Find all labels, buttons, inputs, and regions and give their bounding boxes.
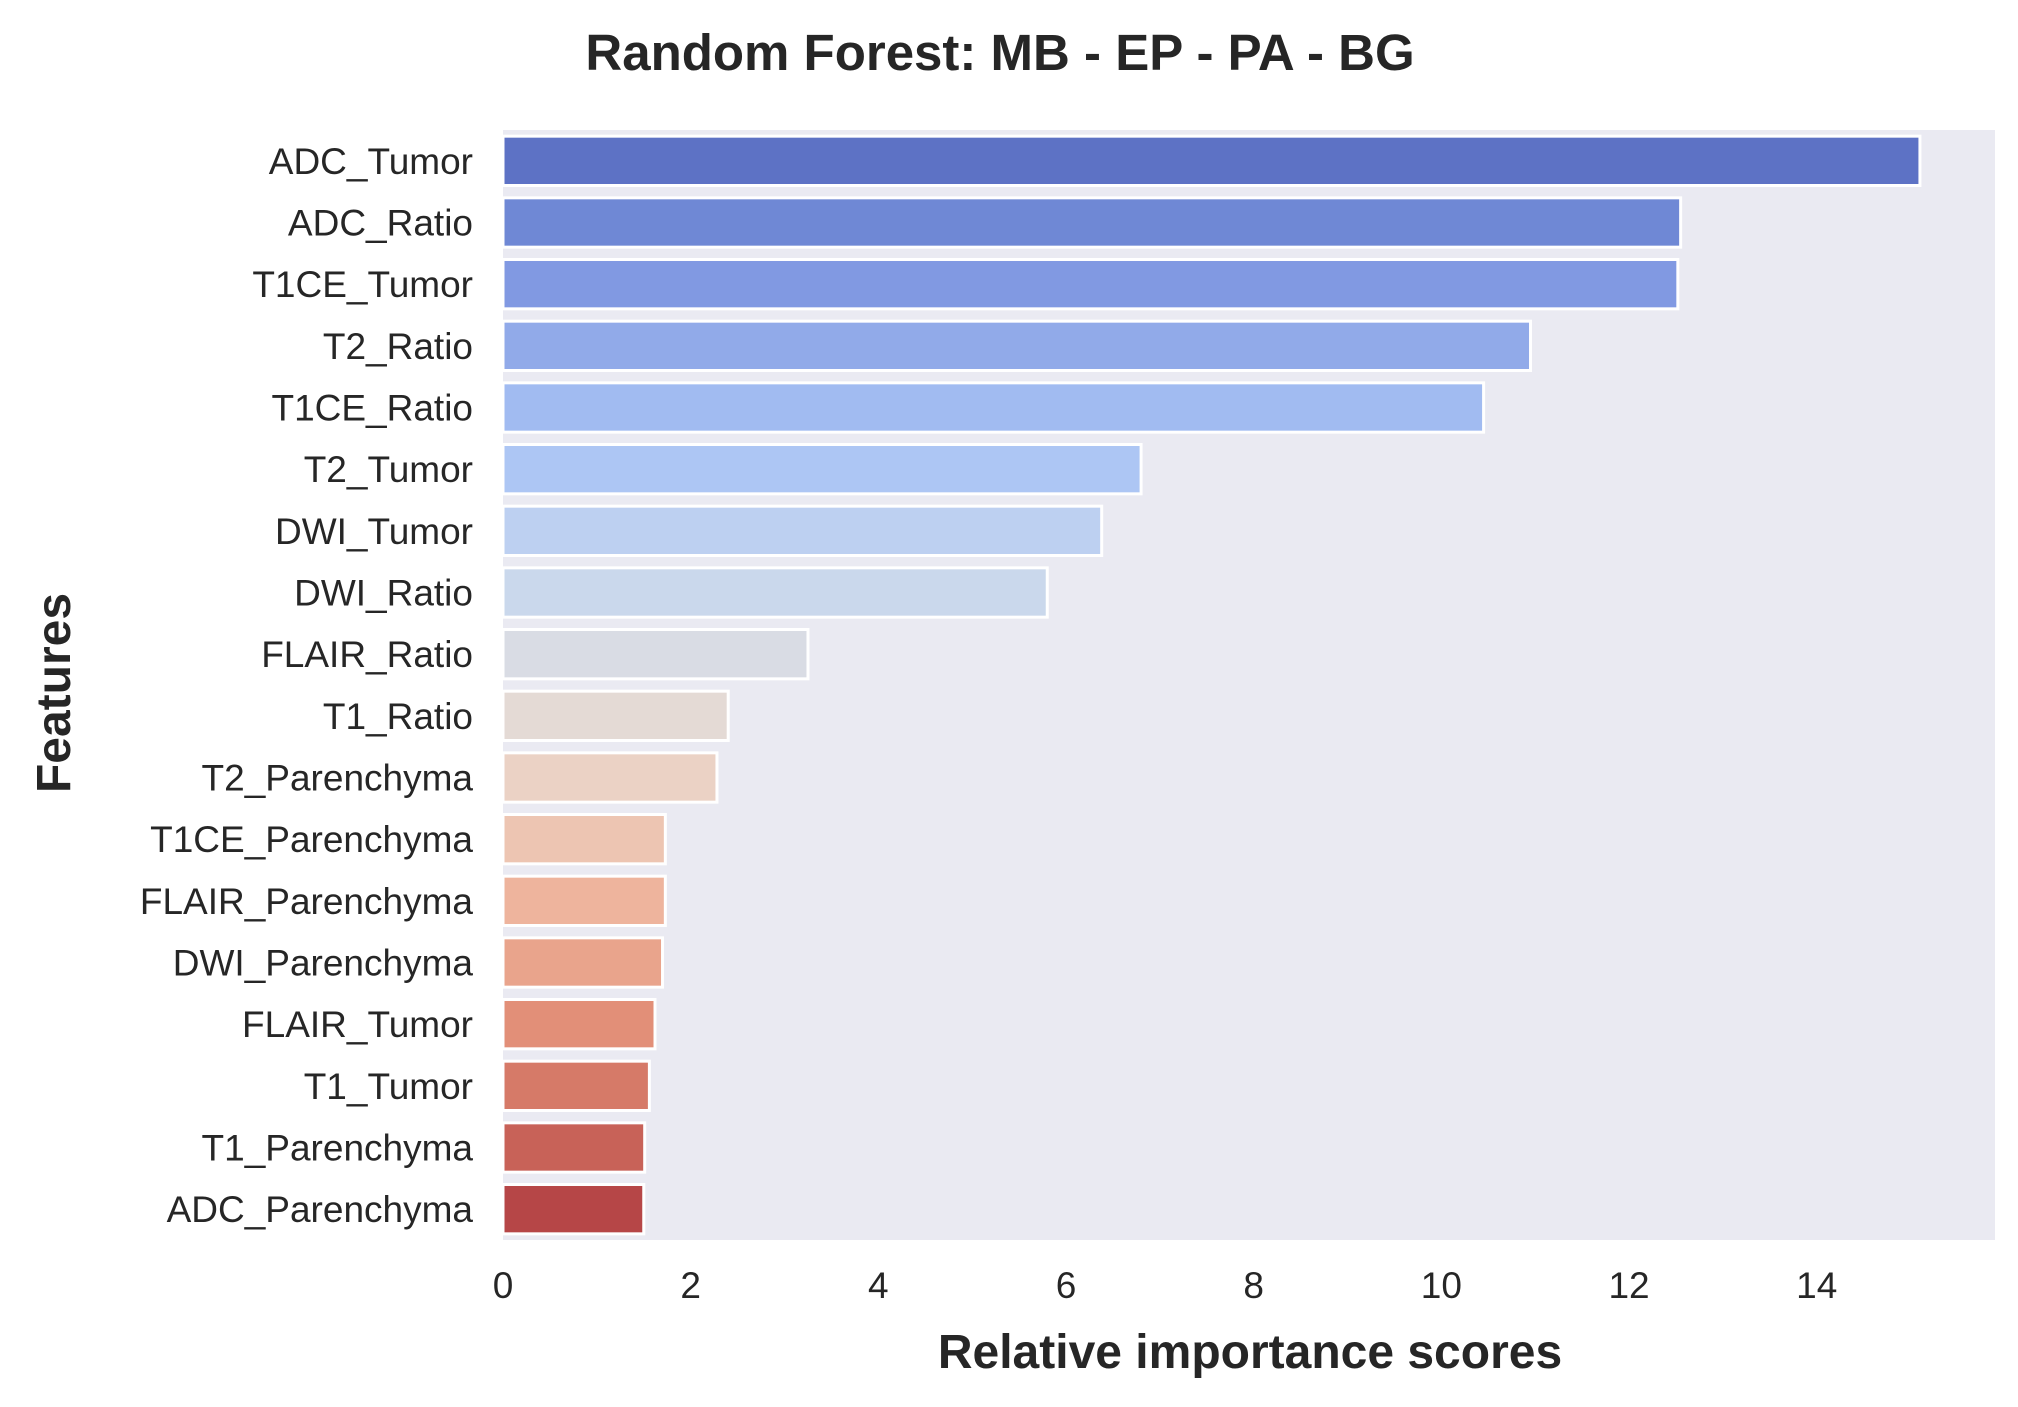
y-tick-label: T1_Ratio	[323, 696, 473, 737]
y-tick-label: T1CE_Parenchyma	[150, 819, 473, 860]
bar-t1ce-tumor	[501, 258, 1680, 311]
bar-dwi-ratio	[501, 566, 1049, 619]
bar-dwi-parenchyma	[501, 936, 665, 989]
bar-t2-parenchyma	[501, 751, 719, 804]
bar-t1-parenchyma	[501, 1121, 647, 1174]
y-axis-title: Features	[28, 593, 81, 793]
y-tick-label: T2_Tumor	[304, 449, 473, 490]
y-tick-label: T2_Parenchyma	[202, 758, 474, 799]
x-tick-label: 4	[868, 1265, 889, 1306]
bar-adc-ratio	[501, 196, 1683, 249]
y-tick-label: DWI_Tumor	[275, 511, 473, 552]
bar-flair-ratio	[501, 628, 810, 681]
plot-area-background	[503, 130, 1995, 1240]
bar-flair-parenchyma	[501, 874, 667, 928]
y-tick-label: T1_Parenchyma	[202, 1128, 474, 1169]
y-tick-label: FLAIR_Ratio	[261, 634, 473, 675]
y-tick-label: T1_Tumor	[304, 1066, 473, 1107]
bar-t1-ratio	[501, 689, 730, 743]
x-tick-label: 2	[680, 1265, 701, 1306]
y-tick-label: ADC_Tumor	[269, 141, 473, 182]
y-tick-label: ADC_Ratio	[288, 203, 473, 244]
x-tick-label: 12	[1608, 1265, 1649, 1306]
x-tick-label: 8	[1243, 1265, 1264, 1306]
y-tick-label: FLAIR_Tumor	[242, 1004, 473, 1045]
bar-adc-parenchyma	[501, 1183, 646, 1236]
bar-t2-ratio	[501, 319, 1533, 372]
bar-t1ce-parenchyma	[501, 813, 667, 866]
y-tick-label: T1CE_Ratio	[271, 388, 473, 429]
y-tick-labels: ADC_Tumor ADC_Ratio T1CE_Tumor T2_Ratio T1CE…	[140, 141, 474, 1230]
x-axis-title: Relative importance scores	[938, 1326, 1562, 1379]
bar-dwi-tumor	[501, 504, 1104, 557]
bar-t1-tumor	[501, 1059, 651, 1112]
y-tick-label: DWI_Ratio	[294, 573, 473, 614]
y-tick-label: DWI_Parenchyma	[173, 943, 474, 984]
x-tick-labels: 0 2 4 6 8 10 12 14	[493, 1265, 1838, 1306]
y-tick-label: FLAIR_Parenchyma	[140, 881, 474, 922]
y-tick-label: T1CE_Tumor	[252, 264, 473, 305]
y-tick-label: ADC_Parenchyma	[167, 1189, 474, 1230]
bar-t2-tumor	[501, 443, 1143, 496]
y-tick-label: T2_Ratio	[323, 326, 473, 367]
bar-flair-tumor	[501, 998, 657, 1051]
bar-adc-tumor	[501, 134, 1922, 188]
x-tick-label: 6	[1056, 1265, 1077, 1306]
x-tick-label: 14	[1796, 1265, 1837, 1306]
bars-layer	[501, 134, 1922, 1236]
x-tick-label: 10	[1421, 1265, 1462, 1306]
bar-t1ce-ratio	[501, 381, 1486, 434]
chart-title: Random Forest: MB - EP - PA - BG	[585, 24, 1414, 81]
x-tick-label: 0	[493, 1265, 514, 1306]
